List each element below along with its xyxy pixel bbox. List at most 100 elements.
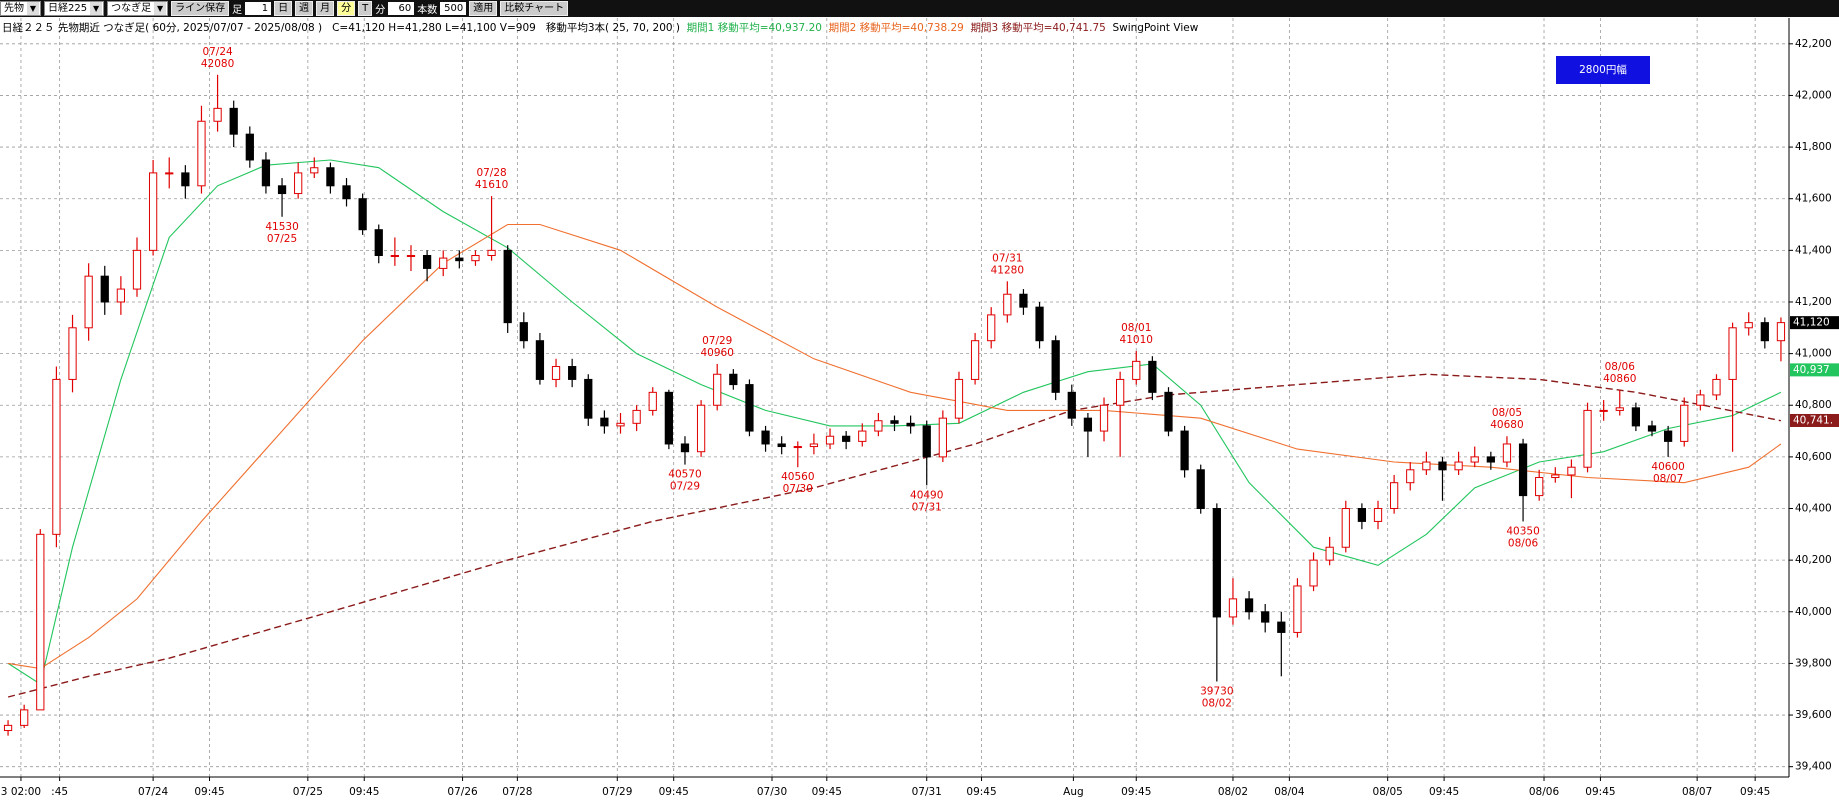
period-button[interactable]: 月 xyxy=(316,1,335,16)
candle-body xyxy=(1325,546,1334,561)
candle-body xyxy=(116,288,126,303)
candle-body xyxy=(294,172,303,195)
candle-body xyxy=(568,366,577,380)
candle-body xyxy=(374,229,383,257)
index-select[interactable]: 日経225 xyxy=(44,1,105,16)
candle-body xyxy=(1712,378,1721,396)
x-tick-label: 08/02 xyxy=(1218,786,1248,798)
candle-body xyxy=(535,340,545,380)
candle-body xyxy=(1680,404,1689,442)
candle-body xyxy=(1244,598,1254,613)
candle-body xyxy=(874,420,883,432)
candle-body xyxy=(100,275,109,303)
x-tick-label: 07/29 xyxy=(602,786,632,798)
candle-body xyxy=(197,120,206,187)
header-segment: SwingPoint View xyxy=(1112,22,1198,34)
header-segment: 日経２２５ 先物期近 つなぎ足( 60分, 2025/07/07 - 2025/… xyxy=(2,21,687,34)
candle-body xyxy=(1631,407,1641,427)
candle-body xyxy=(1035,306,1044,342)
swing-label: 07/30 xyxy=(783,483,813,495)
candle-body xyxy=(1228,598,1238,618)
period-button[interactable]: 分 xyxy=(337,1,356,16)
x-tick-label: 09:45 xyxy=(966,786,996,798)
candle-body xyxy=(390,255,399,258)
count-label: 本数 xyxy=(417,5,438,16)
x-tick-label: 09:45 xyxy=(1429,786,1459,798)
count-input[interactable]: 500 xyxy=(440,2,467,15)
candle-body xyxy=(858,430,867,442)
swing-label: 40860 xyxy=(1603,373,1636,385)
x-tick-label: 09:45 xyxy=(349,786,379,798)
x-tick-label: 3 02:00 xyxy=(1,786,41,798)
candle-body xyxy=(455,257,464,262)
candle-body xyxy=(1003,293,1012,316)
market-select[interactable]: 先物 xyxy=(0,1,41,16)
candle-body xyxy=(1438,461,1447,471)
candle-body xyxy=(1099,404,1109,432)
candle-body xyxy=(713,373,722,406)
price-tag xyxy=(1790,413,1839,427)
swing-label: 07/31 xyxy=(912,501,942,513)
x-tick-label: 07/25 xyxy=(293,786,323,798)
swing-label: 40350 xyxy=(1506,525,1539,537)
period-button[interactable]: 日 xyxy=(274,1,293,16)
compare-button[interactable]: 比較チャート xyxy=(500,1,569,16)
candle-body xyxy=(422,255,432,269)
bar-input[interactable]: 1 xyxy=(245,2,272,15)
x-tick-label: 07/26 xyxy=(447,786,478,798)
candle-body xyxy=(825,435,835,445)
candle-body xyxy=(922,425,931,458)
save-button[interactable]: ライン保存 xyxy=(171,1,230,16)
moving-average xyxy=(8,223,1782,670)
x-tick-label: 09:45 xyxy=(812,786,842,798)
x-tick-label: 09:45 xyxy=(1740,786,1770,798)
y-tick-label: 39,400 xyxy=(1795,761,1832,773)
candle-body xyxy=(890,420,899,424)
y-tick-label: 39,800 xyxy=(1795,657,1832,669)
y-tick-label: 42,200 xyxy=(1795,38,1832,50)
candle-body xyxy=(680,443,690,453)
candle-body xyxy=(1696,394,1705,406)
minutes-input[interactable]: 60 xyxy=(388,2,415,15)
period-button[interactable]: T xyxy=(358,1,373,16)
candle-body xyxy=(761,430,770,445)
x-tick-label: 09:45 xyxy=(194,786,224,798)
swing-label: 41610 xyxy=(475,179,508,191)
moving-average xyxy=(7,373,1782,698)
price-tag-label: 41,120 xyxy=(1793,317,1830,329)
candle-body xyxy=(68,327,77,380)
y-tick-label: 40,800 xyxy=(1795,399,1832,411)
candle-body xyxy=(148,172,158,251)
candle-body xyxy=(52,378,61,535)
y-tick-label: 41,400 xyxy=(1795,244,1832,256)
candle-body xyxy=(342,185,351,200)
swing-label: 08/01 xyxy=(1121,322,1151,334)
candle-body xyxy=(987,314,996,342)
y-tick-label: 41,000 xyxy=(1795,348,1832,360)
candle-body xyxy=(358,198,367,231)
bar-label: 足 xyxy=(232,5,243,16)
candle-body xyxy=(745,384,754,432)
candle-body xyxy=(1293,585,1302,633)
candle-body xyxy=(842,435,851,442)
candle-body xyxy=(1083,417,1093,432)
candle-body xyxy=(277,185,287,195)
candle-body xyxy=(954,378,964,419)
price-tag-label: 40,937 xyxy=(1793,364,1830,376)
apply-button[interactable]: 適用 xyxy=(469,1,498,16)
candle-body xyxy=(1019,293,1028,308)
mode-select[interactable]: つなぎ足 xyxy=(107,1,169,16)
y-tick-label: 41,200 xyxy=(1795,296,1832,308)
candle-body xyxy=(1051,340,1060,393)
range-box xyxy=(1556,56,1650,84)
x-tick-label: :45 xyxy=(51,786,68,798)
swing-label: 08/07 xyxy=(1653,473,1683,485)
period-button[interactable]: 週 xyxy=(295,1,314,16)
swing-label: 42080 xyxy=(201,58,234,70)
swing-label: 41280 xyxy=(991,264,1024,276)
candle-body xyxy=(696,404,706,453)
price-tag xyxy=(1790,316,1839,330)
candle-body xyxy=(551,366,561,380)
